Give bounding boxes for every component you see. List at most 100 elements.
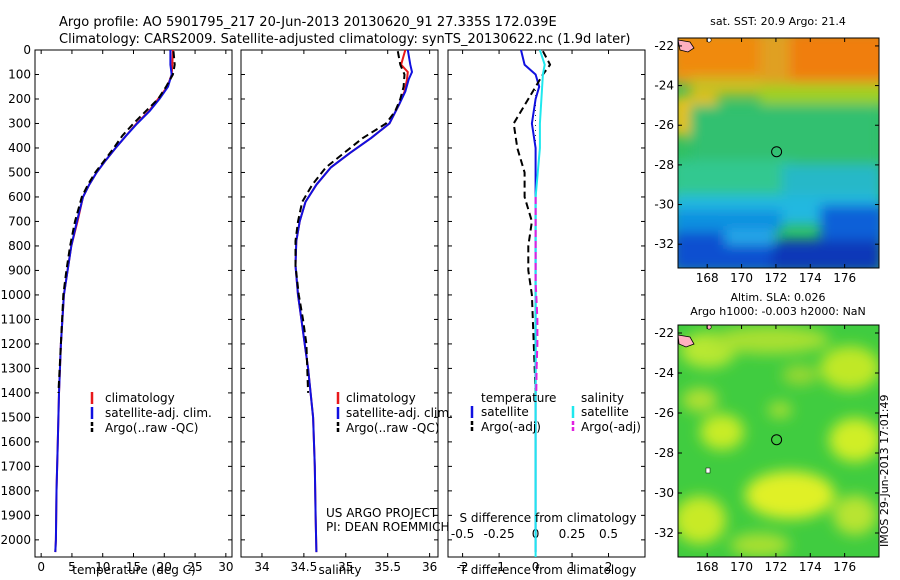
series-line-climatology bbox=[54, 49, 174, 553]
s-diff-tick-label: 0.5 bbox=[599, 527, 618, 541]
temperature-legend: climatology satellite-adj. clim. Argo(..… bbox=[90, 391, 212, 435]
x-tick-label: 20 bbox=[157, 560, 172, 574]
x-tick-label: 35.5 bbox=[374, 560, 401, 574]
legend-title-temperature: temperature bbox=[481, 391, 556, 405]
s-diff-tick-label: 0.25 bbox=[559, 527, 586, 541]
x-tick-label: 15 bbox=[126, 560, 141, 574]
series-line-argo-adj- bbox=[512, 50, 552, 393]
series-line-satellite bbox=[534, 49, 546, 557]
y-tick-label: -22 bbox=[654, 39, 674, 53]
x-tick-label: 0 bbox=[532, 560, 540, 574]
y-tick-label: -28 bbox=[654, 158, 674, 172]
y-tick-label: 300 bbox=[8, 116, 31, 130]
difference-legend: temperature satellite Argo(-adj) salinit… bbox=[470, 391, 641, 434]
series-line-satellite-adj-clim- bbox=[54, 50, 173, 553]
salinity-series bbox=[294, 49, 413, 553]
x-tick-label: 1 bbox=[568, 560, 576, 574]
x-tick-label: 30 bbox=[218, 560, 233, 574]
x-tick-label: -1 bbox=[493, 560, 505, 574]
imos-timestamp: IMOS 29-Jun-2013 17:01:49 bbox=[878, 394, 891, 547]
y-tick-label: 1000 bbox=[0, 288, 31, 302]
y-tick-label: -30 bbox=[654, 486, 674, 500]
legend-label-argo: Argo(..raw -QC) bbox=[346, 421, 439, 435]
legend-label-t-satellite: satellite bbox=[481, 405, 529, 419]
argo-position-marker bbox=[771, 434, 783, 446]
temperature-xlabel: temperature (deg C) bbox=[72, 563, 195, 577]
difference-xlabel: T difference from climatology bbox=[459, 563, 637, 577]
legend-label-s-argo: Argo(-adj) bbox=[581, 420, 641, 434]
y-tick-label: -32 bbox=[654, 526, 674, 540]
x-tick-label: 168 bbox=[696, 560, 719, 574]
temperature-axes: 0 5 10 15 20 25 300100200300400500600700800900… bbox=[0, 43, 233, 574]
sst-map-title: sat. SST: 20.9 Argo: 21.4 bbox=[710, 15, 846, 28]
difference-top-label: S difference from climatology bbox=[460, 511, 637, 525]
x-tick-label: 174 bbox=[799, 271, 822, 285]
salinity-xlabel: salinity bbox=[318, 563, 361, 577]
x-tick-label: -2 bbox=[457, 560, 469, 574]
y-tick-label: -26 bbox=[654, 406, 674, 420]
legend-label-climatology: climatology bbox=[346, 391, 416, 405]
x-tick-label: 5 bbox=[68, 560, 76, 574]
legend-title-salinity: salinity bbox=[581, 391, 624, 405]
y-tick-label: 1200 bbox=[0, 337, 31, 351]
y-tick-label: 1100 bbox=[0, 312, 31, 326]
s-diff-tick-label: -0.5 bbox=[451, 527, 474, 541]
pi-annotation: PI: DEAN ROEMMICH bbox=[326, 520, 449, 534]
sla-map-title: Altim. SLA: 0.026 bbox=[730, 291, 825, 304]
y-tick-label: 2000 bbox=[0, 533, 31, 547]
legend-label-argo: Argo(..raw -QC) bbox=[105, 421, 198, 435]
difference-axes: -2 -1 0 1 2-0.5 -0.25 0 0.25 0.5 bbox=[448, 49, 645, 574]
y-tick-label: -30 bbox=[654, 198, 674, 212]
x-tick-label: 10 bbox=[95, 560, 110, 574]
y-tick-label: 200 bbox=[8, 92, 31, 106]
series-line-argo-raw-qc- bbox=[294, 51, 406, 393]
y-tick-label: 0 bbox=[23, 43, 31, 57]
x-tick-label: 170 bbox=[730, 271, 753, 285]
x-tick-label: 168 bbox=[696, 271, 719, 285]
x-tick-label: 25 bbox=[187, 560, 202, 574]
series-line-climatology bbox=[294, 49, 409, 553]
figure-title: Argo profile: AO 5901795_217 20-Jun-2013… bbox=[59, 15, 557, 30]
temperature-series bbox=[54, 49, 176, 553]
x-tick-label: 34.5 bbox=[291, 560, 318, 574]
series-line-argo-adj- bbox=[534, 197, 539, 393]
y-tick-label: -32 bbox=[654, 237, 674, 251]
difference-series bbox=[512, 49, 552, 557]
sla-map-subtitle: Argo h1000: -0.003 h2000: NaN bbox=[690, 305, 866, 318]
x-tick-label: 170 bbox=[730, 560, 753, 574]
y-tick-label: -24 bbox=[654, 79, 674, 93]
y-tick-label: 600 bbox=[8, 190, 31, 204]
y-tick-label: 1300 bbox=[0, 361, 31, 375]
sla-map-axes: 168 170 172 174 176 -22 -24 -26 -28 -30 -32 bbox=[654, 325, 879, 574]
sla-heatmap bbox=[678, 325, 879, 557]
legend-label-t-argo: Argo(-adj) bbox=[481, 420, 541, 434]
x-tick-label: 176 bbox=[833, 560, 856, 574]
y-tick-label: -28 bbox=[654, 446, 674, 460]
x-tick-label: 36 bbox=[422, 560, 437, 574]
y-tick-label: 1500 bbox=[0, 410, 31, 424]
salinity-legend: climatology satellite-adj. clim. Argo(..… bbox=[336, 391, 453, 435]
y-tick-label: 100 bbox=[8, 67, 31, 81]
series-line-argo-raw-qc- bbox=[57, 51, 176, 393]
salinity-panel bbox=[240, 49, 439, 558]
series-line-satellite-adj-clim- bbox=[294, 49, 413, 553]
y-tick-label: 1700 bbox=[0, 459, 31, 473]
y-tick-label: 900 bbox=[8, 263, 31, 277]
x-tick-label: 172 bbox=[764, 560, 787, 574]
sst-map-axes: 168 170 172 174 176 -22 -24 -26 -28 -30 -32 bbox=[654, 38, 879, 285]
x-tick-label: 174 bbox=[799, 560, 822, 574]
s-diff-tick-label: -0.25 bbox=[484, 527, 515, 541]
x-tick-label: 2 bbox=[605, 560, 613, 574]
y-tick-label: 1600 bbox=[0, 435, 31, 449]
y-tick-label: -26 bbox=[654, 118, 674, 132]
y-tick-label: 1800 bbox=[0, 484, 31, 498]
x-tick-label: 35 bbox=[338, 560, 353, 574]
y-tick-label: 800 bbox=[8, 239, 31, 253]
figure-subtitle: Climatology: CARS2009. Satellite-adjuste… bbox=[59, 32, 631, 47]
y-tick-label: 400 bbox=[8, 141, 31, 155]
salinity-axes: 34 34.5 35 35.5 36 bbox=[241, 49, 438, 574]
x-tick-label: 172 bbox=[764, 271, 787, 285]
project-annotation: US ARGO PROJECT bbox=[326, 506, 438, 520]
legend-label-satellite: satellite-adj. clim. bbox=[105, 406, 212, 420]
